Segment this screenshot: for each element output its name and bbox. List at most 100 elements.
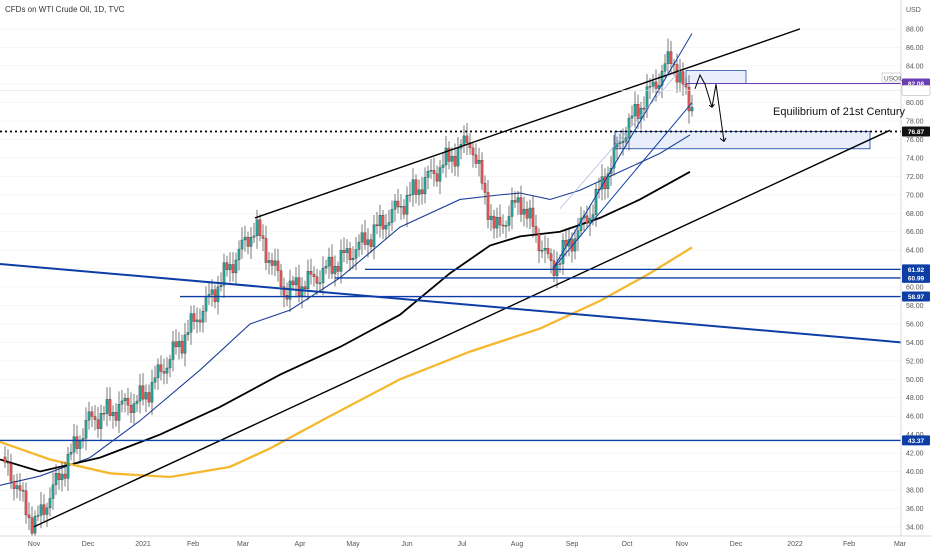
candle-body <box>342 250 346 254</box>
candle-body <box>120 400 124 405</box>
horizontal-levels[interactable] <box>0 82 901 442</box>
candle-body <box>618 142 622 144</box>
candle-body <box>213 289 217 302</box>
candle-body <box>225 262 229 270</box>
candle-body <box>492 215 496 229</box>
candle-body <box>555 264 559 276</box>
candle-body <box>516 197 520 203</box>
x-tick-label: Aug <box>511 541 524 548</box>
candle-body <box>33 516 37 534</box>
candle-body <box>681 71 685 85</box>
candle-body <box>192 313 196 322</box>
price-tag-label: 43.37 <box>908 438 925 445</box>
ma-slow-line <box>0 246 693 479</box>
y-tick-label: 48.00 <box>906 395 924 402</box>
candle-body <box>354 249 358 259</box>
candle-body <box>678 71 682 83</box>
candle-body <box>417 189 421 195</box>
candle-body <box>87 411 91 421</box>
candle-body <box>234 259 238 274</box>
candle-body <box>435 173 439 182</box>
candle-body <box>48 498 52 509</box>
candle-body <box>3 456 7 463</box>
candle-body <box>252 235 256 238</box>
forecast-arrows <box>694 73 727 143</box>
price-tag-label: 61.92 <box>908 267 925 274</box>
candle-body <box>255 219 259 237</box>
candle-body <box>60 473 64 481</box>
y-tick-label: 60.00 <box>906 285 924 292</box>
y-tick-label: 70.00 <box>906 192 924 199</box>
candle-body <box>309 271 313 275</box>
currency-label: USD <box>906 7 921 14</box>
candle-body <box>453 156 457 167</box>
candle-body <box>372 224 376 247</box>
candle-body <box>663 63 667 72</box>
candle-body <box>138 385 142 402</box>
equilibrium-label: Equilibrium of 21st Century <box>773 106 906 118</box>
descending-trendline <box>0 263 902 344</box>
candle-body <box>543 248 547 251</box>
candle-body <box>204 296 208 312</box>
candle-body <box>78 440 82 449</box>
candle-body <box>486 192 490 220</box>
candle-body <box>396 200 400 208</box>
candle-body <box>129 405 133 413</box>
y-tick-label: 38.00 <box>906 487 924 494</box>
x-tick-label: Nov <box>676 541 689 548</box>
candle-body <box>117 404 121 421</box>
y-tick-label: 64.00 <box>906 248 924 255</box>
y-tick-label: 72.00 <box>906 174 924 181</box>
candle-body <box>105 399 109 414</box>
candle-body <box>345 248 349 254</box>
candle-body <box>450 156 454 162</box>
time-axis[interactable]: Nov Dec 2021 Feb Mar Apr May Jun Jul Aug Sep Oct Nov… <box>28 541 907 548</box>
candle-body <box>606 173 610 190</box>
chart-title: CFDs on WTI Crude Oil, 1D, TVC <box>5 5 125 14</box>
y-tick-label: 88.00 <box>906 26 924 33</box>
time-axis-bg <box>0 536 932 550</box>
candle-body <box>111 411 115 416</box>
candle-body <box>15 485 19 489</box>
candle-body <box>210 289 214 295</box>
candle-body <box>375 224 379 227</box>
candle-body <box>183 334 187 354</box>
candle-body <box>438 167 442 182</box>
y-tick-label: 34.00 <box>906 524 924 531</box>
candle-body <box>180 340 184 354</box>
candle-body <box>279 270 283 287</box>
trendlines[interactable] <box>0 28 902 528</box>
candle-body <box>216 286 220 302</box>
y-tick-label: 36.00 <box>906 506 924 513</box>
y-tick-label: 56.00 <box>906 321 924 328</box>
candle-body <box>126 398 130 406</box>
candle-body <box>153 377 157 383</box>
candle-body <box>141 385 145 400</box>
candle-body <box>318 282 322 285</box>
candle-body <box>507 216 511 226</box>
candle-body <box>297 277 301 297</box>
candle-body <box>264 238 268 263</box>
candle-body <box>363 232 367 245</box>
candle-body <box>339 250 343 272</box>
equilibrium-zone <box>614 131 871 150</box>
price-tag-box <box>902 435 930 446</box>
upper-channel-trendline <box>254 28 801 219</box>
candle-body <box>333 266 337 274</box>
candle-body <box>258 219 262 236</box>
candle-body <box>474 154 478 164</box>
candle-body <box>447 147 451 162</box>
candle-body <box>315 276 319 284</box>
supply-demand-zones <box>614 70 871 150</box>
candle-body <box>456 147 460 167</box>
candle-body <box>351 258 355 261</box>
candle-body <box>480 160 484 184</box>
candle-body <box>390 209 394 223</box>
y-tick-label: 84.00 <box>906 63 924 70</box>
candle-body <box>198 319 202 323</box>
candle-body <box>498 217 502 226</box>
steep-channel-mid <box>559 70 681 209</box>
y-tick-label: 42.00 <box>906 451 924 458</box>
